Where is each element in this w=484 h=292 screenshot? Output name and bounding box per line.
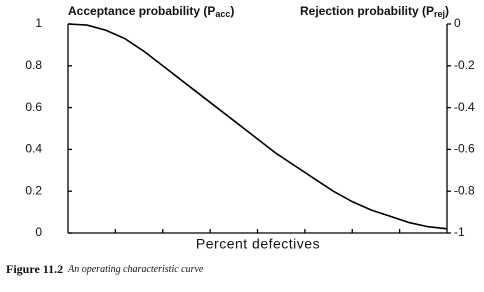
y2-tick-label: -1 [454,225,465,239]
y2-tick-label: 0 [454,16,461,30]
x-axis-label: Percent defectives [196,236,320,252]
y-axis-label: Acceptance probability (Pacc) [68,4,234,19]
y-tick-label: 0 [35,225,42,239]
y-tick-label: 0.6 [25,100,42,114]
curve [67,23,448,230]
y2-tick-label: -0.8 [454,183,475,197]
y-tick-label: 0.8 [25,58,42,72]
y2-tick-label: -0.2 [454,58,475,72]
y-tick-label: 1 [35,16,42,30]
y2-tick-label: -0.6 [454,142,475,156]
y2-tick-label: -0.4 [454,100,475,114]
y-tick-label: 0.2 [25,183,42,197]
caption: Figure 11.2 An operating characteristic c… [6,262,204,276]
y-tick-label: 0.4 [25,142,42,156]
y2-axis-label: Rejection probability (Prej) [300,4,449,19]
